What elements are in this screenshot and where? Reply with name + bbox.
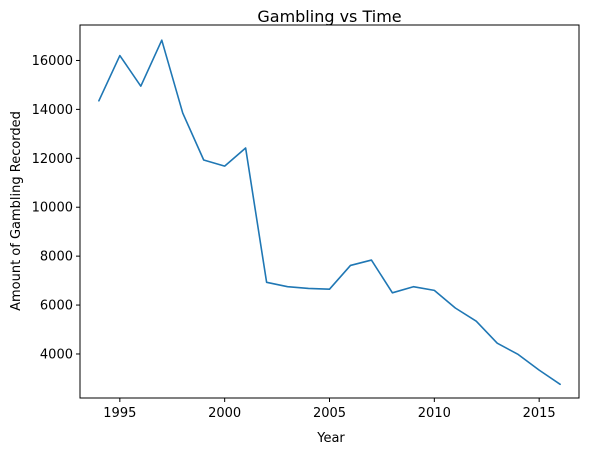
y-tick-label: 4000 [40, 347, 73, 362]
data-point [515, 351, 521, 357]
data-point [117, 53, 123, 59]
data-point [138, 83, 144, 89]
chart-title: Gambling vs Time [257, 7, 401, 26]
x-tick-label: 1995 [103, 406, 136, 421]
y-tick-label: 12000 [32, 152, 73, 167]
data-point [347, 262, 353, 268]
x-axis-ticks: 1995 2000 2005 2010 2015 [103, 398, 555, 421]
data-point [473, 318, 479, 324]
x-tick-label: 2005 [313, 406, 346, 421]
data-point [264, 279, 270, 285]
data-point [452, 305, 458, 311]
data-point [306, 285, 312, 291]
y-axis-ticks: 4000 6000 8000 10000 12000 14000 16000 [32, 54, 80, 363]
data-point [180, 110, 186, 116]
data-point [494, 340, 500, 346]
x-tick-label: 2000 [208, 406, 241, 421]
data-point [243, 145, 249, 151]
x-tick-label: 2010 [418, 406, 451, 421]
data-point [222, 163, 228, 169]
x-axis-title: Year [316, 431, 345, 446]
data-point [285, 284, 291, 290]
plot-background [80, 25, 579, 398]
x-tick-label: 2015 [523, 406, 556, 421]
data-point [431, 287, 437, 293]
y-tick-label: 16000 [32, 54, 73, 69]
data-point [536, 367, 542, 373]
y-axis-title: Amount of Gambling Recorded [9, 111, 24, 311]
data-point [389, 290, 395, 296]
data-point [410, 284, 416, 290]
y-tick-label: 8000 [40, 250, 73, 265]
data-point [327, 286, 333, 292]
data-point [557, 381, 563, 387]
data-point [159, 37, 165, 43]
y-tick-label: 14000 [32, 103, 73, 118]
y-tick-label: 10000 [32, 201, 73, 216]
data-point [368, 257, 374, 263]
data-point [96, 98, 102, 104]
y-tick-label: 6000 [40, 299, 73, 314]
data-point [201, 157, 207, 163]
